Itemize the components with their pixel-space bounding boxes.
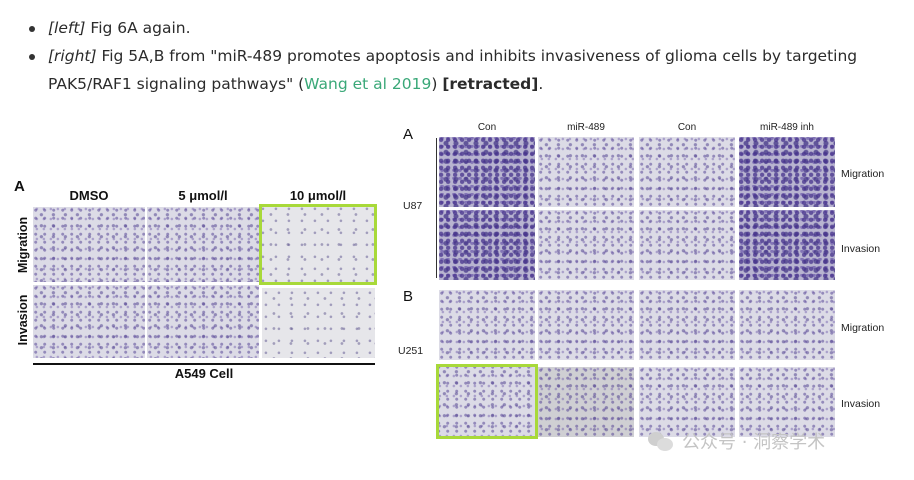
micrograph-u87-inv-mir489	[538, 210, 634, 280]
bullet-list: [left] Fig 6A again. [right] Fig 5A,B fr…	[28, 14, 888, 98]
micrograph-u251-inv-con	[436, 364, 538, 439]
bullet-left-text: Fig 6A again.	[85, 19, 191, 37]
right-col-con-1: Con	[477, 122, 497, 133]
micrograph-u251-inv-inh	[739, 367, 835, 437]
micrograph-u251-mig-inh	[739, 290, 835, 360]
watermark: 公众号 · 洞察学术	[648, 426, 825, 456]
micrograph-u251-mig-con2	[639, 290, 735, 360]
left-row-invasion: Invasion	[16, 294, 30, 346]
micrograph-u251-inv-mir489	[538, 367, 634, 437]
right-row-migration-b: Migration	[841, 322, 885, 334]
left-col-dmso: DMSO	[69, 188, 109, 203]
retracted-label: [retracted]	[442, 75, 539, 93]
right-group-u251: U251	[398, 345, 424, 357]
micrograph-u251-inv-con2	[639, 367, 735, 437]
left-axis-line	[33, 363, 375, 365]
micrograph-invasion-5	[147, 285, 259, 358]
right-figure: A Con miR-489 Con miR-489 inh U87 Migrat…	[395, 118, 900, 448]
citation-link[interactable]: Wang et al 2019	[304, 75, 432, 93]
bullet-right-mid: )	[431, 75, 443, 93]
bullet-left: [left] Fig 6A again.	[28, 14, 888, 42]
bullet-left-tag: [left]	[48, 19, 86, 37]
left-figure: A DMSO 5 μmol/l 10 μmol/l Migration Inva…	[0, 170, 385, 385]
micrograph-u87-mig-inh	[739, 137, 835, 207]
watermark-text: 公众号 · 洞察学术	[682, 432, 826, 453]
bullet-right-tag: [right]	[48, 47, 97, 65]
right-panel-b-label: B	[403, 288, 414, 305]
micrograph-migration-dmso	[33, 207, 145, 282]
micrograph-u87-mig-con	[439, 137, 535, 207]
micrograph-migration-5	[147, 207, 259, 282]
right-col-con-2: Con	[677, 122, 697, 133]
micrograph-u251-mig-mir489	[538, 290, 634, 360]
bullet-right-text: Fig 5A,B from "miR-489 promotes apoptosi…	[48, 47, 858, 93]
left-panel-label: A	[14, 178, 25, 195]
micrograph-invasion-10	[262, 288, 375, 358]
right-row-invasion-a: Invasion	[841, 243, 881, 255]
right-row-invasion-b: Invasion	[841, 398, 881, 410]
left-row-migration: Migration	[16, 216, 30, 274]
right-row-migration-a: Migration	[841, 168, 885, 180]
micrograph-u87-mig-mir489	[538, 137, 634, 207]
micrograph-migration-10	[259, 204, 377, 285]
right-col-mir489: miR-489	[567, 122, 605, 133]
micrograph-u87-mig-con2	[639, 137, 735, 207]
bullet-right: [right] Fig 5A,B from "miR-489 promotes …	[28, 42, 888, 98]
micrograph-invasion-dmso	[33, 285, 145, 358]
left-col-10: 10 μmol/l	[289, 188, 347, 203]
right-col-mir489-inh: miR-489 inh	[760, 122, 814, 133]
wechat-icon	[648, 430, 674, 452]
right-group-u87: U87	[403, 200, 423, 212]
right-panel-a-label: A	[403, 126, 414, 143]
left-col-5: 5 μmol/l	[178, 188, 228, 203]
bullet-right-end: .	[538, 75, 544, 93]
micrograph-u87-inv-con2	[639, 210, 735, 280]
micrograph-u87-inv-inh	[739, 210, 835, 280]
left-caption: A549 Cell	[174, 366, 234, 381]
micrograph-u251-mig-con	[439, 290, 535, 360]
right-a-bracket	[436, 138, 437, 278]
micrograph-u87-inv-con	[439, 210, 535, 280]
